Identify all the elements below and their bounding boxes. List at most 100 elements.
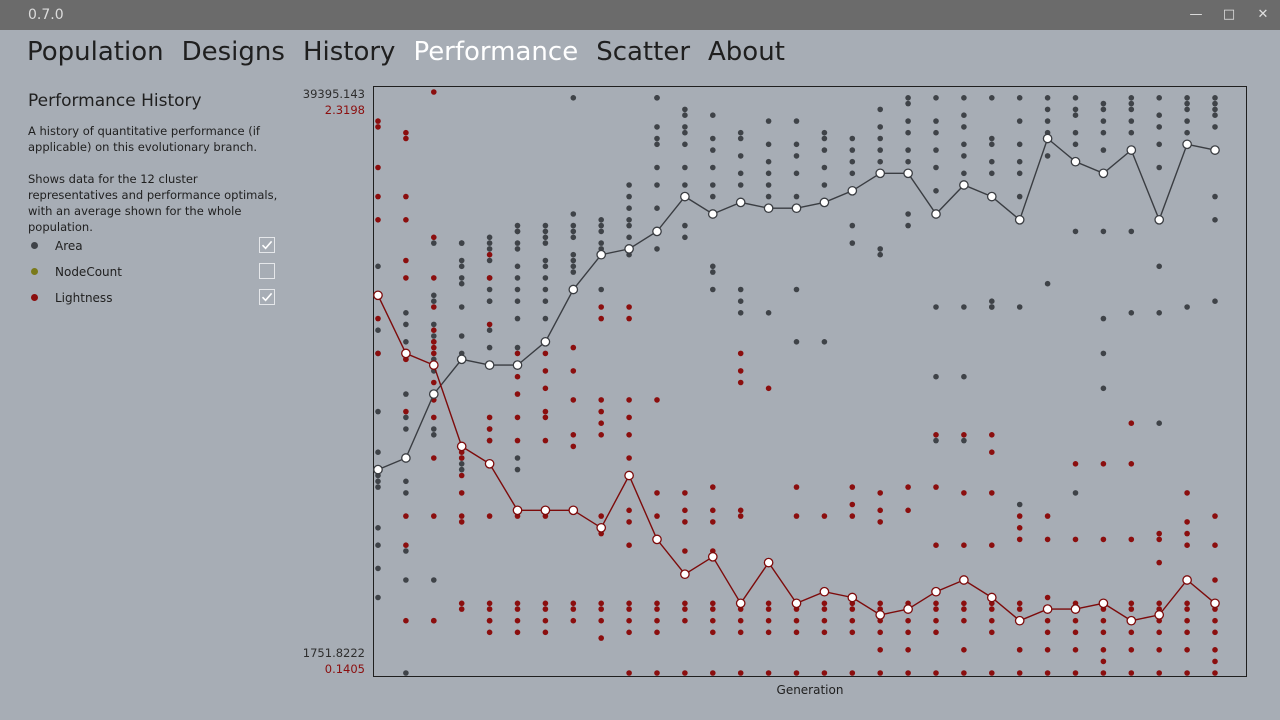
lightness-point bbox=[961, 542, 967, 548]
area-point bbox=[514, 222, 521, 229]
maximize-icon[interactable]: □ bbox=[1222, 7, 1236, 22]
area-point bbox=[654, 246, 660, 252]
area-point bbox=[375, 327, 381, 334]
area-point bbox=[1156, 141, 1162, 148]
lightness-point bbox=[431, 304, 437, 310]
app-version: 0.7.0 bbox=[28, 7, 64, 23]
lightness-point bbox=[1100, 629, 1107, 636]
lightness-point bbox=[793, 513, 800, 519]
lightness-point bbox=[737, 629, 744, 636]
tab-performance[interactable]: Performance bbox=[413, 37, 579, 67]
nodecount-checkbox[interactable] bbox=[259, 263, 275, 279]
area-point bbox=[793, 286, 800, 293]
tab-scatter[interactable]: Scatter bbox=[596, 37, 691, 67]
area-point bbox=[514, 344, 521, 351]
area-point bbox=[1128, 95, 1135, 101]
lightness-point bbox=[877, 507, 883, 514]
lightness-point bbox=[1072, 617, 1079, 624]
lightness-point bbox=[626, 397, 632, 403]
lightness-point bbox=[821, 600, 828, 607]
lightness-point bbox=[403, 129, 409, 136]
area-point bbox=[542, 228, 549, 235]
area-point bbox=[989, 141, 995, 148]
lightness-point bbox=[682, 606, 688, 612]
area-point bbox=[570, 234, 577, 241]
lightness-point bbox=[905, 507, 911, 514]
area-point bbox=[989, 135, 995, 142]
area-checkbox[interactable] bbox=[259, 237, 275, 253]
lightness-point bbox=[682, 600, 688, 607]
area-point bbox=[849, 240, 856, 246]
area-point bbox=[793, 170, 800, 177]
lightness-average-point bbox=[1014, 615, 1025, 626]
area-point bbox=[514, 263, 521, 270]
lightness-point bbox=[1016, 525, 1023, 531]
lightness-point bbox=[626, 519, 632, 525]
lightness-average-point bbox=[568, 505, 579, 516]
area-point bbox=[821, 147, 828, 153]
lightness-point bbox=[375, 124, 381, 130]
area-average-point bbox=[1182, 139, 1192, 150]
area-point bbox=[710, 286, 716, 293]
lightness-point bbox=[1184, 530, 1190, 537]
area-point bbox=[933, 188, 939, 194]
area-point bbox=[1128, 228, 1135, 235]
lightness-average-point bbox=[986, 592, 997, 603]
tab-about[interactable]: About bbox=[708, 37, 785, 67]
lightness-point bbox=[1212, 629, 1218, 636]
area-point bbox=[598, 240, 604, 246]
lightness-point bbox=[1044, 513, 1051, 519]
lightness-point bbox=[933, 542, 939, 548]
area-point bbox=[989, 170, 995, 177]
minimize-icon[interactable]: — bbox=[1189, 7, 1203, 22]
area-average-point bbox=[596, 249, 607, 260]
area-point bbox=[793, 141, 800, 148]
lightness-point bbox=[1044, 670, 1051, 676]
tab-population[interactable]: Population bbox=[27, 37, 164, 67]
area-point bbox=[737, 129, 744, 136]
area-average-point bbox=[652, 226, 662, 237]
lightness-point bbox=[403, 135, 409, 142]
tab-history[interactable]: History bbox=[302, 37, 396, 67]
area-average-point bbox=[540, 336, 551, 347]
area-point bbox=[989, 95, 995, 101]
area-point bbox=[1184, 304, 1190, 310]
area-point bbox=[682, 182, 688, 188]
area-point bbox=[961, 141, 967, 148]
lightness-point bbox=[682, 617, 688, 624]
area-average-point bbox=[512, 360, 523, 370]
lightness-checkbox[interactable] bbox=[259, 289, 275, 305]
legend-item-area: Area bbox=[28, 237, 278, 263]
area-point bbox=[765, 118, 772, 124]
area-point bbox=[542, 222, 549, 229]
area-point bbox=[570, 228, 577, 235]
area-point bbox=[542, 286, 549, 293]
area-point bbox=[514, 455, 521, 461]
lightness-point bbox=[542, 617, 549, 624]
lightness-point bbox=[1212, 513, 1218, 519]
lightness-point bbox=[765, 600, 772, 607]
area-point bbox=[793, 118, 800, 124]
lightness-point bbox=[654, 397, 660, 403]
area-point bbox=[1044, 95, 1051, 101]
lightness-point bbox=[1100, 658, 1107, 665]
lightness-point bbox=[431, 350, 437, 357]
lightness-point bbox=[933, 600, 939, 607]
lightness-point bbox=[458, 490, 465, 496]
lightness-point bbox=[654, 670, 660, 676]
checkmark-icon bbox=[261, 292, 273, 302]
area-point bbox=[654, 141, 660, 148]
close-icon[interactable]: ✕ bbox=[1257, 7, 1269, 22]
tab-designs[interactable]: Designs bbox=[181, 37, 285, 67]
lightness-point bbox=[1044, 629, 1051, 636]
area-point bbox=[1156, 420, 1162, 427]
lightness-point bbox=[710, 600, 716, 607]
lightness-point bbox=[1156, 530, 1162, 537]
area-point bbox=[458, 240, 465, 246]
area-point bbox=[1128, 129, 1135, 136]
lightness-point bbox=[1072, 461, 1079, 467]
lightness-point bbox=[458, 472, 465, 479]
area-average-point bbox=[791, 203, 802, 214]
lightness-point bbox=[961, 432, 967, 438]
area-point bbox=[458, 257, 465, 264]
